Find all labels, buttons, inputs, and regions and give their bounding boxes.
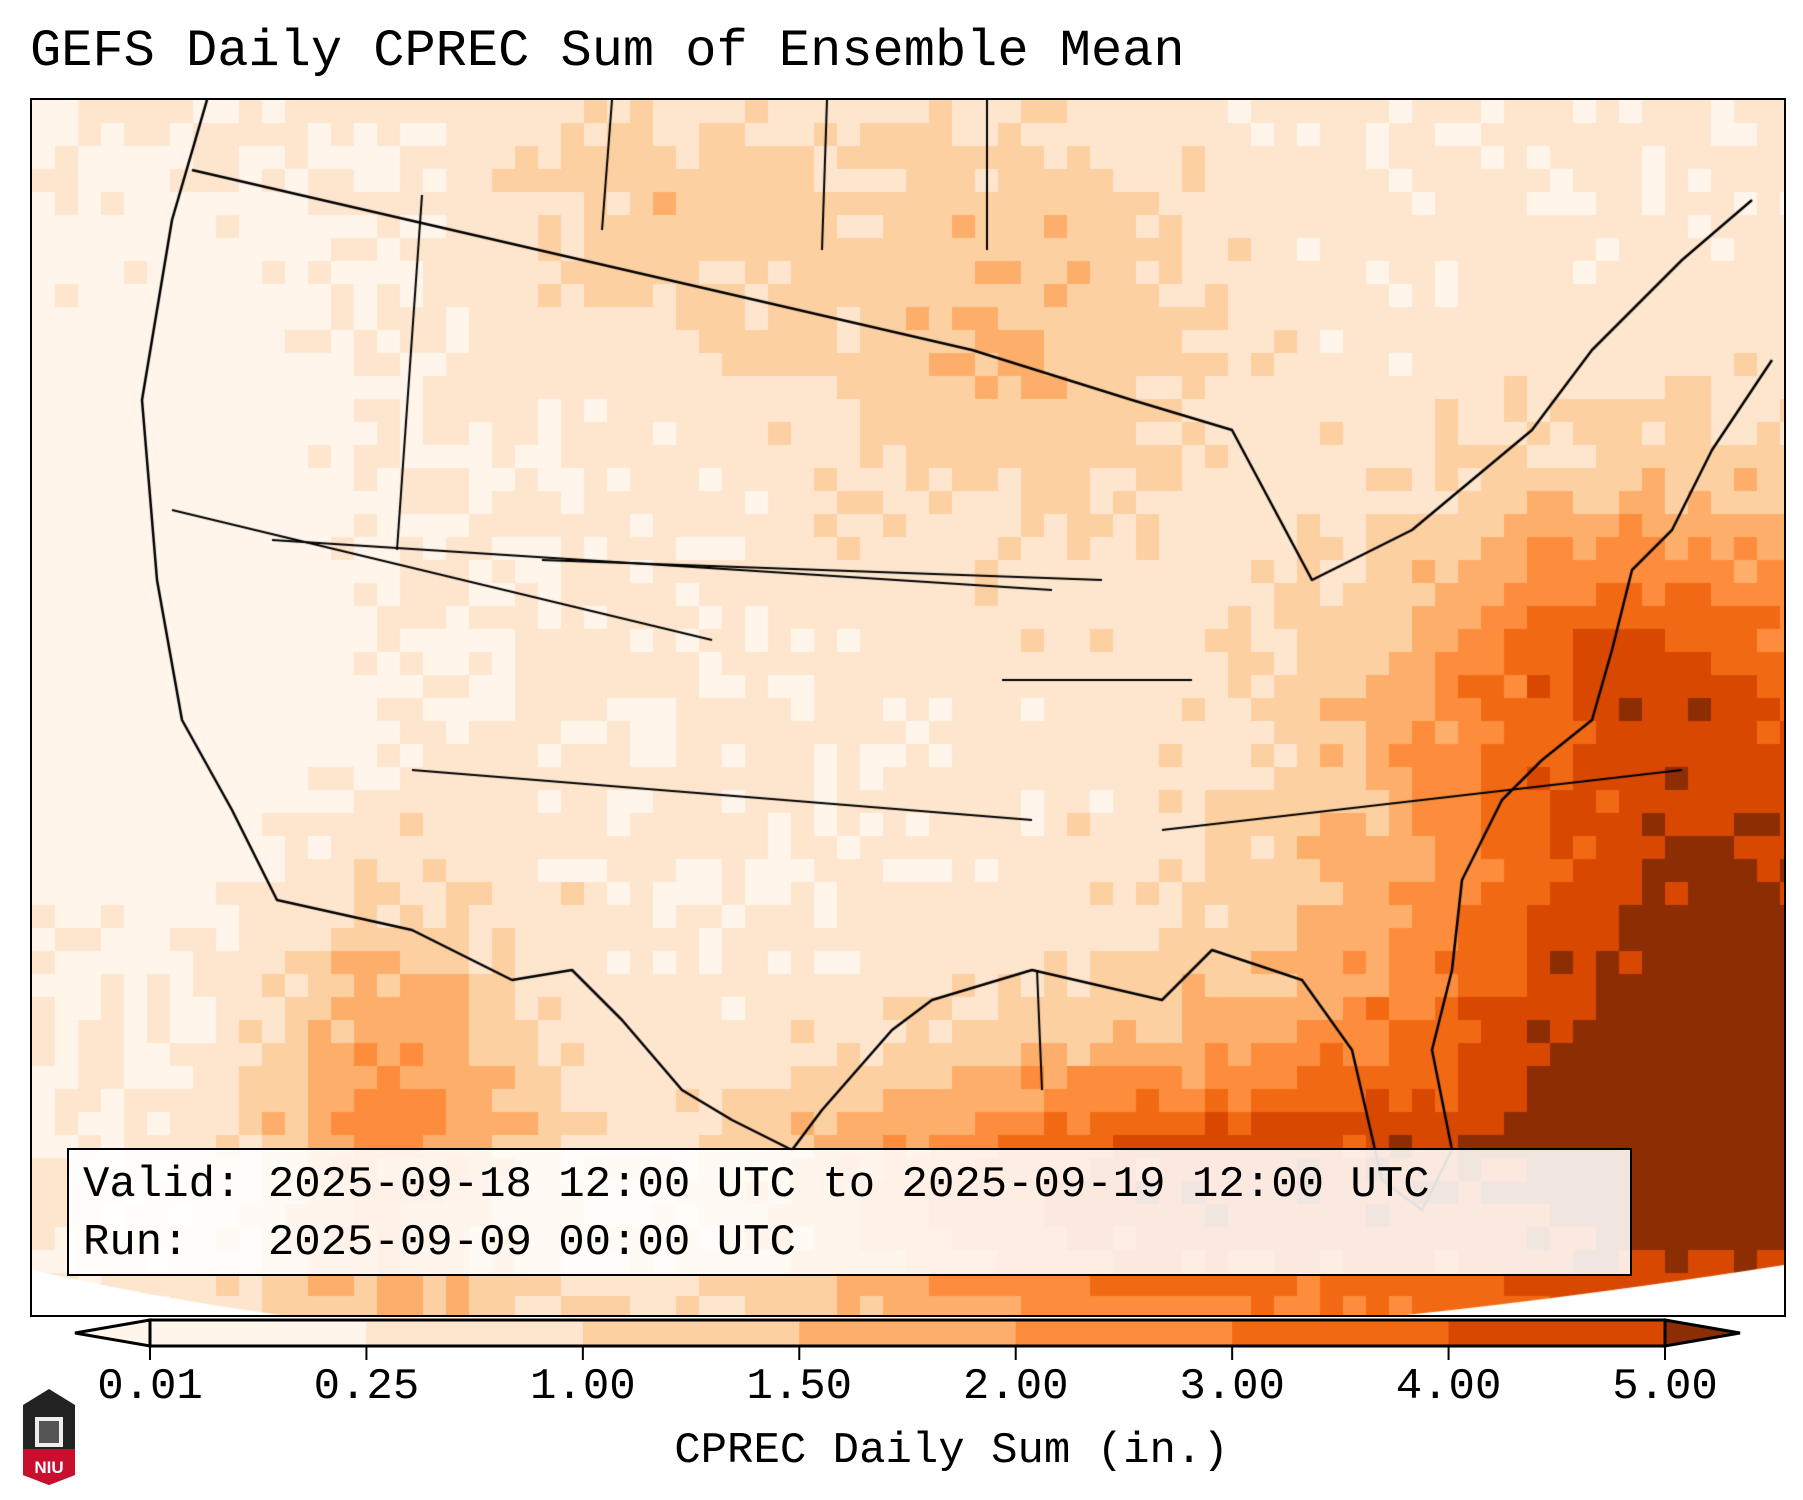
niu-logo-icon: NIU <box>23 1389 75 1485</box>
colorbar-tick-label: 5.00 <box>1612 1362 1718 1412</box>
colorbar-tick-label: 4.00 <box>1395 1362 1502 1412</box>
colorbar-segment <box>582 1320 800 1346</box>
colorbar-segment <box>1448 1320 1666 1346</box>
colorbar-segment <box>366 1320 584 1346</box>
map-title: GEFS Daily CPREC Sum of Ensemble Mean <box>30 22 1185 81</box>
colorbar-tick-label: 1.00 <box>530 1362 636 1412</box>
run-time-text: Run: 2025-09-09 00:00 UTC <box>83 1218 796 1268</box>
colorbar-extend-max <box>1663 1318 1741 1348</box>
precip-field-map <box>32 100 1784 1315</box>
colorbar-segment <box>1232 1320 1450 1346</box>
colorbar-tick-label: 1.50 <box>746 1362 853 1412</box>
colorbar-tick-label: 3.00 <box>1179 1362 1285 1412</box>
map-panel <box>30 98 1786 1317</box>
colorbar-segment <box>799 1320 1017 1346</box>
colorbar <box>74 1318 1741 1360</box>
colorbar-extend-min <box>74 1318 152 1348</box>
colorbar-tick-label: 2.00 <box>962 1362 1069 1412</box>
info-box: Valid: 2025-09-18 12:00 UTC to 2025-09-1… <box>67 1148 1632 1276</box>
colorbar-tick-label: 0.25 <box>313 1362 420 1412</box>
colorbar-segment <box>1015 1320 1233 1346</box>
svg-text:NIU: NIU <box>34 1458 63 1477</box>
colorbar-label: CPREC Daily Sum (in.) <box>674 1426 1229 1476</box>
valid-time-text: Valid: 2025-09-18 12:00 UTC to 2025-09-1… <box>83 1160 1430 1210</box>
colorbar-segment <box>150 1320 367 1346</box>
colorbar-tick-label: 0.01 <box>97 1362 203 1412</box>
